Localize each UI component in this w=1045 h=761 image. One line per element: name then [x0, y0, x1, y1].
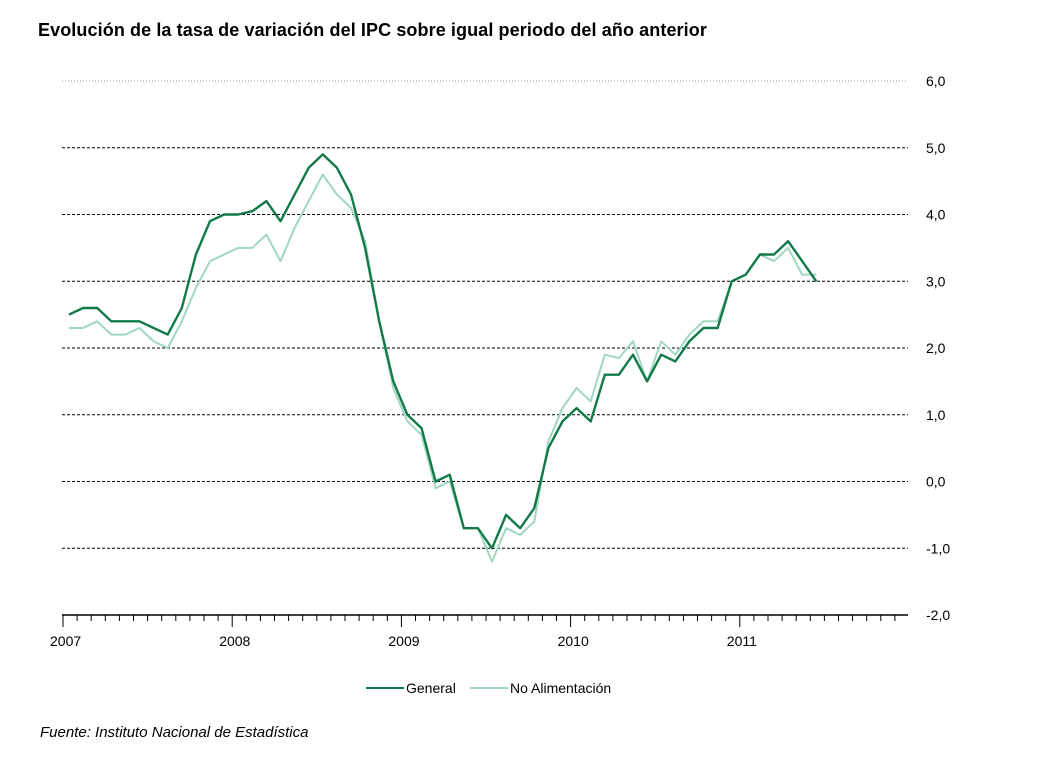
- series-line-no-alimentacion: [69, 173, 817, 563]
- y-tick-label: 0,0: [926, 474, 946, 490]
- x-tick-label: 2008: [219, 633, 250, 649]
- y-tick-label: 4,0: [926, 207, 946, 223]
- x-tick-label: 2009: [388, 633, 419, 649]
- x-axis: [62, 614, 908, 627]
- y-tick-label: -2,0: [926, 607, 950, 623]
- grid-lines: [62, 80, 908, 549]
- y-axis-tick-labels: 6,0 5,0 4,0 3,0 2,0 1,0 0,0 -1,0 -2,0: [926, 73, 950, 623]
- y-tick-label: -1,0: [926, 540, 950, 556]
- y-tick-label: 3,0: [926, 273, 946, 289]
- legend-label: No Alimentación: [510, 680, 611, 696]
- legend-label: General: [406, 680, 456, 696]
- chart-title: Evolución de la tasa de variación del IP…: [38, 20, 707, 40]
- x-tick-label: 2011: [727, 633, 757, 649]
- legend: General No Alimentación: [366, 680, 611, 696]
- y-tick-label: 6,0: [926, 73, 946, 89]
- series-lines: [68, 153, 818, 563]
- source-note: Fuente: Instituto Nacional de Estadístic…: [40, 724, 309, 741]
- y-tick-label: 2,0: [926, 340, 946, 356]
- y-tick-label: 1,0: [926, 407, 946, 423]
- series-line-general: [68, 153, 818, 550]
- y-tick-label: 5,0: [926, 140, 946, 156]
- x-tick-label: 2010: [558, 633, 589, 649]
- x-axis-tick-labels: 2007 2008 2009 2010 2011: [50, 633, 757, 649]
- x-tick-label: 2007: [50, 633, 81, 649]
